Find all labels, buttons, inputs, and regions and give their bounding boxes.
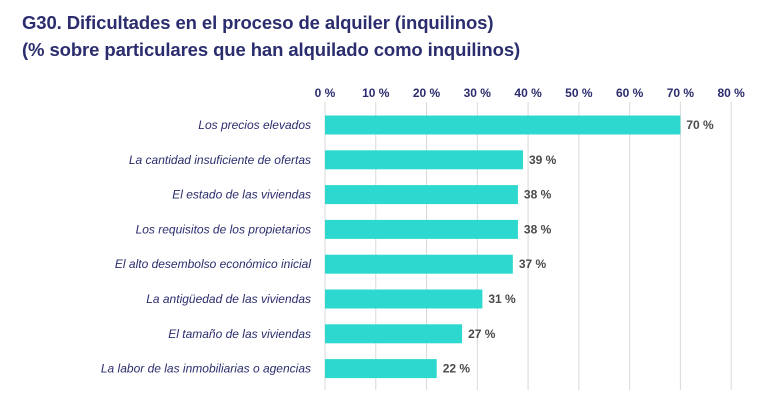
- bar: [325, 115, 681, 135]
- category-label: Los precios elevados: [198, 118, 311, 132]
- chart-title: G30. Dificultades en el proceso de alqui…: [22, 12, 494, 33]
- x-tick-label: 40 %: [514, 86, 542, 100]
- category-label: El tamaño de las viviendas: [168, 327, 311, 341]
- category-label: Los requisitos de los propietarios: [136, 222, 311, 236]
- x-tick-label: 20 %: [413, 86, 441, 100]
- bar: [325, 219, 518, 239]
- chart-subtitle: (% sobre particulares que han alquilado …: [22, 39, 521, 60]
- x-tick-label: 80 %: [717, 86, 745, 100]
- category-label: La antigüedad de las viviendas: [146, 292, 311, 306]
- category-label: La cantidad insuficiente de ofertas: [129, 153, 311, 167]
- x-tick-label: 10 %: [362, 86, 390, 100]
- category-label: El alto desembolso económico inicial: [115, 257, 311, 271]
- bar: [325, 289, 483, 309]
- category-label: La labor de las inmobiliarias o agencias: [101, 362, 311, 376]
- value-label: 22 %: [443, 362, 471, 376]
- bar: [325, 150, 524, 170]
- category-label: El estado de las viviendas: [172, 188, 311, 202]
- value-label: 38 %: [524, 222, 552, 236]
- value-label: 38 %: [524, 188, 552, 202]
- value-label: 27 %: [468, 327, 496, 341]
- x-tick-label: 0 %: [315, 86, 336, 100]
- x-tick-label: 60 %: [616, 86, 644, 100]
- bar: [325, 254, 513, 274]
- value-label: 37 %: [519, 257, 547, 271]
- bar: [325, 185, 518, 205]
- value-label: 31 %: [488, 292, 516, 306]
- x-tick-label: 70 %: [667, 86, 695, 100]
- value-label: 39 %: [529, 153, 557, 167]
- x-tick-label: 50 %: [565, 86, 593, 100]
- bar: [325, 324, 463, 344]
- x-tick-label: 30 %: [464, 86, 492, 100]
- value-label: 70 %: [686, 118, 714, 132]
- bar: [325, 359, 437, 379]
